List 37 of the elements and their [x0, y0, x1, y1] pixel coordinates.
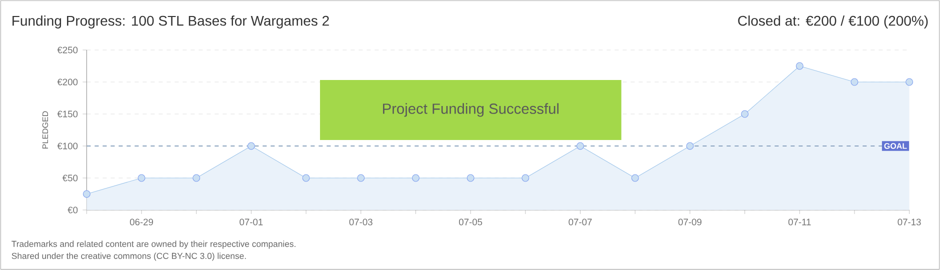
x-tick-label: 07-01: [240, 218, 263, 226]
x-tick-label: 06-29: [130, 218, 154, 226]
point: [796, 62, 804, 70]
point: [412, 174, 420, 182]
point: [138, 174, 146, 182]
y-tick-label: €200: [57, 78, 78, 86]
y-tick-label: €100: [57, 142, 78, 150]
point: [686, 142, 694, 150]
annotation: Project Funding Successful: [383, 103, 559, 117]
x-tick-label: 07-03: [349, 218, 372, 226]
x-tick-label: 07-11: [788, 218, 811, 226]
point: [466, 174, 474, 182]
y-tick-label: €50: [62, 174, 78, 182]
point: [741, 110, 749, 118]
point: [631, 174, 639, 182]
point: [850, 78, 858, 86]
x-tick-label: 07-13: [898, 218, 921, 226]
ref-line-label: GOAL: [884, 143, 907, 149]
x-tick-label: 07-05: [459, 218, 482, 226]
y-tick-label: €250: [57, 46, 78, 54]
point: [82, 190, 90, 198]
point: [357, 174, 365, 182]
point: [522, 174, 530, 182]
y-tick-label: €150: [57, 110, 78, 118]
chart-title: Funding Progress: 100 STL Bases for Wargames 2: [12, 15, 329, 29]
y-axis-title: PLEDGED: [42, 111, 48, 148]
chart-subtitle: Closed at: €200 / €100 (200%): [738, 15, 928, 29]
text: Shared under the creative commons (CC BY-NC 3.0) license.: [12, 252, 246, 261]
x-tick-label: 07-07: [568, 218, 592, 226]
point: [906, 78, 914, 86]
y-tick-label: €0: [68, 206, 78, 214]
text: Trademarks and related content are owned by their respective companies.: [12, 240, 296, 249]
point: [192, 174, 200, 182]
point: [576, 142, 584, 150]
x-tick-label: 07-09: [678, 218, 702, 226]
point: [247, 142, 255, 150]
point: [302, 174, 310, 182]
